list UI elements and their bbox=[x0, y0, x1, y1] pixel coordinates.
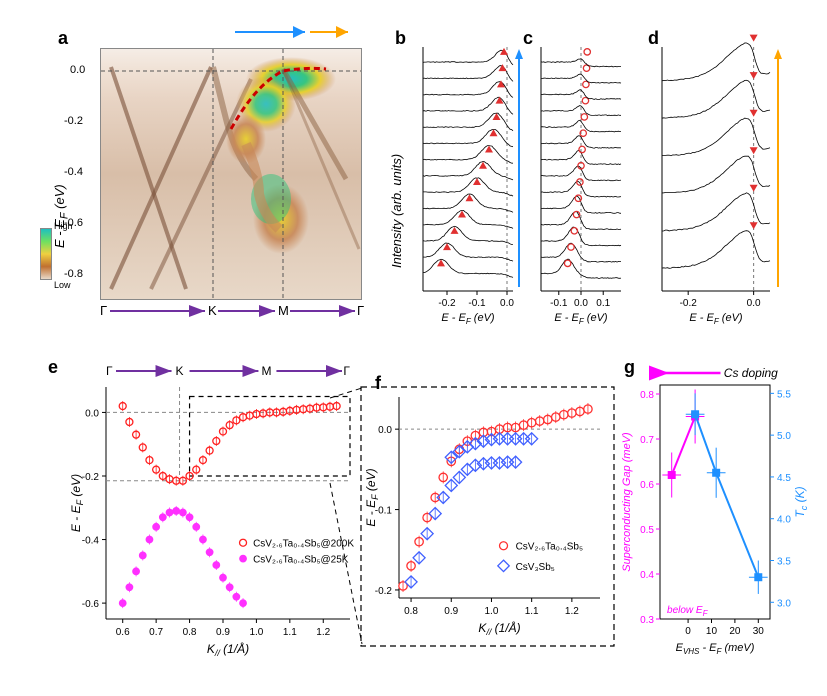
panel-e-svg: Γ K M Γ 0.6 0.7 0.8 0.9 1.0 1.1 1.2 0.0 -0.2 -0.4 -0.6… bbox=[68, 359, 378, 669]
panel-a-bottom-axis: Γ K M Γ bbox=[100, 300, 390, 322]
svg-text:1.1: 1.1 bbox=[283, 627, 297, 638]
svg-text:Γ: Γ bbox=[357, 303, 364, 318]
svg-text:E - EF (eV): E - EF (eV) bbox=[69, 474, 85, 532]
svg-text:CsV₂.₆Ta₀.₄Sb₅: CsV₂.₆Ta₀.₄Sb₅ bbox=[516, 542, 583, 553]
svg-text:CsV₂.₆Ta₀.₄Sb₅@200K: CsV₂.₆Ta₀.₄Sb₅@200K bbox=[253, 539, 354, 550]
panel-d: d -0.20.0E - EF (eV) bbox=[648, 38, 796, 328]
svg-text:5.5: 5.5 bbox=[777, 389, 791, 400]
colorbar-low: Low bbox=[54, 280, 71, 290]
svg-text:EVHS - EF (meV): EVHS - EF (meV) bbox=[676, 642, 755, 656]
svg-text:Γ: Γ bbox=[100, 303, 107, 318]
svg-text:20: 20 bbox=[729, 626, 741, 637]
panel-d-svg: -0.2 0.0 E - EF (eV) bbox=[648, 41, 796, 331]
panel-a: a bbox=[70, 38, 370, 328]
svg-text:0.8: 0.8 bbox=[183, 627, 197, 638]
svg-text:1.0: 1.0 bbox=[249, 627, 263, 638]
svg-text:0.6: 0.6 bbox=[116, 627, 130, 638]
panel-a-map-svg bbox=[101, 49, 361, 299]
svg-text:-0.1: -0.1 bbox=[550, 298, 568, 309]
svg-text:1.2: 1.2 bbox=[316, 627, 330, 638]
panel-b-ylabel: Intensity (arb. units) bbox=[389, 154, 404, 268]
svg-text:3.5: 3.5 bbox=[777, 557, 791, 568]
svg-text:0.8: 0.8 bbox=[640, 390, 654, 401]
svg-text:K: K bbox=[208, 303, 217, 318]
panel-e: e ΓKMΓ0.60.70.80.91.01.11.20.0-0.2-0.4-0… bbox=[48, 365, 338, 655]
colorbar-high: High bbox=[54, 221, 73, 231]
svg-text:-0.2: -0.2 bbox=[82, 472, 100, 483]
svg-text:-0.2: -0.2 bbox=[680, 298, 698, 309]
svg-text:E - EF (eV): E - EF (eV) bbox=[441, 312, 495, 326]
panel-c-svg: -0.1 0.0 0.1 E - EF (eV) bbox=[523, 41, 633, 331]
svg-text:0.0: 0.0 bbox=[85, 408, 99, 419]
svg-text:0.3: 0.3 bbox=[640, 615, 654, 626]
svg-text:0.9: 0.9 bbox=[216, 627, 230, 638]
svg-text:M: M bbox=[261, 364, 271, 378]
svg-text:Γ: Γ bbox=[106, 364, 113, 378]
svg-text:0.1: 0.1 bbox=[596, 298, 610, 309]
panel-f: f 0.80.91.01.11.20.0-0.1-0.2CsV₂.₆Ta₀.₄S… bbox=[355, 385, 610, 645]
svg-text:10: 10 bbox=[706, 626, 718, 637]
svg-text:CsV₃Sb₅: CsV₃Sb₅ bbox=[516, 562, 555, 573]
svg-text:0.7: 0.7 bbox=[149, 627, 163, 638]
panel-b-svg: -0.2 -0.1 0.0 E - EF (eV) bbox=[405, 41, 533, 331]
svg-text:-0.2: -0.2 bbox=[375, 586, 393, 597]
panel-e-label: e bbox=[48, 357, 58, 378]
svg-text:0.9: 0.9 bbox=[444, 606, 458, 617]
svg-text:-0.2: -0.2 bbox=[438, 298, 456, 309]
svg-text:1.1: 1.1 bbox=[525, 606, 539, 617]
svg-text:0.0: 0.0 bbox=[574, 298, 588, 309]
panel-a-label: a bbox=[58, 28, 68, 49]
svg-text:M: M bbox=[278, 303, 289, 318]
svg-text:0.4: 0.4 bbox=[640, 570, 654, 581]
svg-text:30: 30 bbox=[753, 626, 765, 637]
panel-a-colorbar bbox=[40, 228, 52, 280]
svg-text:-0.1: -0.1 bbox=[468, 298, 486, 309]
svg-text:-0.4: -0.4 bbox=[82, 536, 100, 547]
svg-text:0.8: 0.8 bbox=[404, 606, 418, 617]
panel-g: g Cs doping01020300.30.40.50.60.70.83.03… bbox=[628, 365, 803, 660]
svg-text:Γ: Γ bbox=[343, 364, 350, 378]
panel-a-map bbox=[100, 48, 362, 300]
svg-text:5.0: 5.0 bbox=[777, 431, 791, 442]
panel-b: b -0.2-0.10.0E - EF (eV) Intensity (arb.… bbox=[395, 38, 510, 328]
svg-text:0.0: 0.0 bbox=[747, 298, 761, 309]
svg-text:Cs doping: Cs doping bbox=[724, 366, 778, 380]
svg-text:CsV₂.₆Ta₀.₄Sb₅@25K: CsV₂.₆Ta₀.₄Sb₅@25K bbox=[253, 555, 349, 566]
svg-text:0.0: 0.0 bbox=[500, 298, 514, 309]
svg-text:0.5: 0.5 bbox=[640, 525, 654, 536]
panel-g-svg: Cs doping 0 10 20 30 0.3 0.4 0.5 0.6 0.7 0.8 3.0 3.5… bbox=[620, 359, 815, 667]
svg-text:K// (1/Å): K// (1/Å) bbox=[207, 641, 249, 658]
svg-text:3.0: 3.0 bbox=[777, 598, 791, 609]
svg-text:1.0: 1.0 bbox=[485, 606, 499, 617]
panel-f-svg: 0.80.91.01.11.20.0-0.1-0.2CsV₂.₆Ta₀.₄Sb₅… bbox=[355, 385, 625, 655]
svg-text:below EF: below EF bbox=[667, 605, 709, 618]
svg-text:Tc (K): Tc (K) bbox=[793, 486, 809, 517]
panel-a-ylabel: E - EF (eV) bbox=[52, 184, 71, 248]
svg-text:Superconducting Gap (meV): Superconducting Gap (meV) bbox=[621, 432, 633, 572]
svg-text:E - EF (eV): E - EF (eV) bbox=[554, 312, 608, 326]
svg-text:-0.6: -0.6 bbox=[82, 599, 100, 610]
svg-text:0: 0 bbox=[685, 626, 691, 637]
svg-text:4.0: 4.0 bbox=[777, 515, 791, 526]
svg-text:K// (1/Å): K// (1/Å) bbox=[478, 620, 520, 637]
svg-text:E - EF (eV): E - EF (eV) bbox=[689, 312, 743, 326]
svg-text:0.6: 0.6 bbox=[640, 480, 654, 491]
svg-text:E - EF (eV): E - EF (eV) bbox=[364, 468, 380, 526]
svg-text:K: K bbox=[176, 364, 184, 378]
figure-root: a bbox=[20, 20, 807, 676]
svg-text:0.0: 0.0 bbox=[378, 425, 392, 436]
svg-text:0.7: 0.7 bbox=[640, 435, 654, 446]
svg-text:4.5: 4.5 bbox=[777, 473, 791, 484]
panel-c: c -0.10.00.1E - EF (eV) bbox=[523, 38, 633, 328]
svg-text:1.2: 1.2 bbox=[565, 606, 579, 617]
